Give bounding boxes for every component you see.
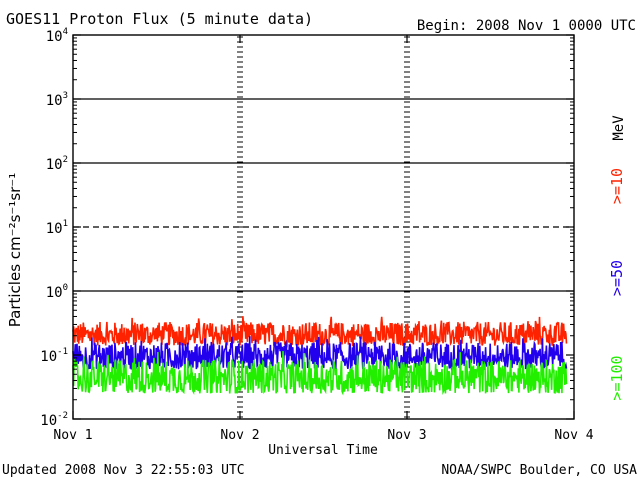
y-tick-label: 10-2 <box>40 411 68 429</box>
x-axis-ticks: Nov 1 Nov 2 Nov 3 Nov 4 <box>53 35 594 443</box>
x-tick-label: Nov 2 <box>220 428 259 443</box>
x-tick-label: Nov 4 <box>554 428 593 443</box>
legend-entry: >=10 <box>608 168 626 204</box>
x-tick-label: Nov 1 <box>53 428 92 443</box>
y-tick-label: 101 <box>46 219 68 237</box>
series-layer <box>72 316 568 396</box>
y-tick-label: 10-1 <box>40 347 68 365</box>
y-tick-label: 102 <box>46 155 68 173</box>
footer-source: NOAA/SWPC Boulder, CO USA <box>441 463 637 478</box>
legend-unit-label: MeV <box>611 115 627 141</box>
y-axis-ticks: 10-2 10-1 100 101 102 103 104 <box>40 27 574 429</box>
legend: MeV >=10 >=50 >=100 <box>608 115 627 401</box>
legend-entry: >=50 <box>608 260 626 296</box>
x-tick-label: Nov 3 <box>387 428 426 443</box>
series-line-100 <box>72 350 568 396</box>
y-tick-label: 100 <box>46 283 68 301</box>
y-tick-label: 103 <box>46 91 68 109</box>
y-tick-label: 104 <box>46 27 68 45</box>
y-axis-label: Particles cm⁻²s⁻¹sr⁻¹ <box>6 173 24 327</box>
begin-label: Begin: 2008 Nov 1 0000 UTC <box>417 18 636 34</box>
legend-entry: >=100 <box>608 355 626 400</box>
x-axis-label: Universal Time <box>268 443 378 458</box>
footer-updated: Updated 2008 Nov 3 22:55:03 UTC <box>2 463 245 478</box>
chart-title: GOES11 Proton Flux (5 minute data) <box>6 10 313 28</box>
series-line-10 <box>72 316 568 349</box>
